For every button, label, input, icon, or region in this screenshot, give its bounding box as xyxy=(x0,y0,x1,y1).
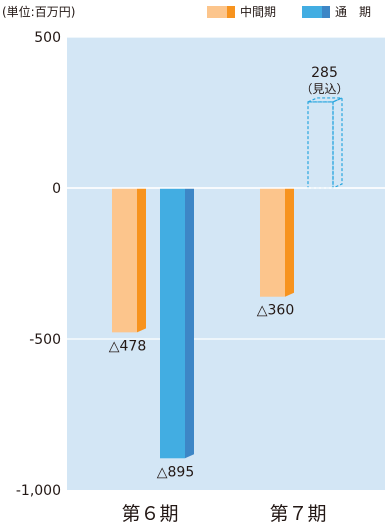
data-label: △478 xyxy=(109,338,147,354)
legend-item-fullyear: 通 期 xyxy=(302,3,371,20)
legend-label-interim: 中間期 xyxy=(240,5,277,19)
legend-swatch-fullyear xyxy=(302,5,330,18)
y-tick-label: -1,000 xyxy=(16,483,61,499)
bar xyxy=(160,188,185,459)
y-tick-label: 0 xyxy=(52,181,61,197)
legend-item-interim: 中間期 xyxy=(207,3,276,20)
bar-side xyxy=(137,188,146,333)
y-tick-label: -500 xyxy=(29,332,61,348)
forecast-bar-top xyxy=(307,97,343,103)
bar-side xyxy=(285,188,294,297)
unit-label: (単位:百万円) xyxy=(2,5,76,19)
data-label: △360 xyxy=(257,303,295,319)
x-category-label: 第７期 xyxy=(269,503,326,525)
legend-swatch-interim xyxy=(207,5,235,18)
forecast-note: （見込） xyxy=(300,82,348,96)
bar-side xyxy=(185,188,194,459)
forecast-bar-side xyxy=(332,97,343,189)
bar xyxy=(260,188,285,297)
data-label: △895 xyxy=(157,464,195,480)
x-category-label: 第６期 xyxy=(121,503,178,525)
legend-label-fullyear: 通 期 xyxy=(335,5,372,19)
y-tick-label: 500 xyxy=(34,30,61,46)
bar xyxy=(112,188,137,333)
data-label: 285 xyxy=(311,65,338,81)
